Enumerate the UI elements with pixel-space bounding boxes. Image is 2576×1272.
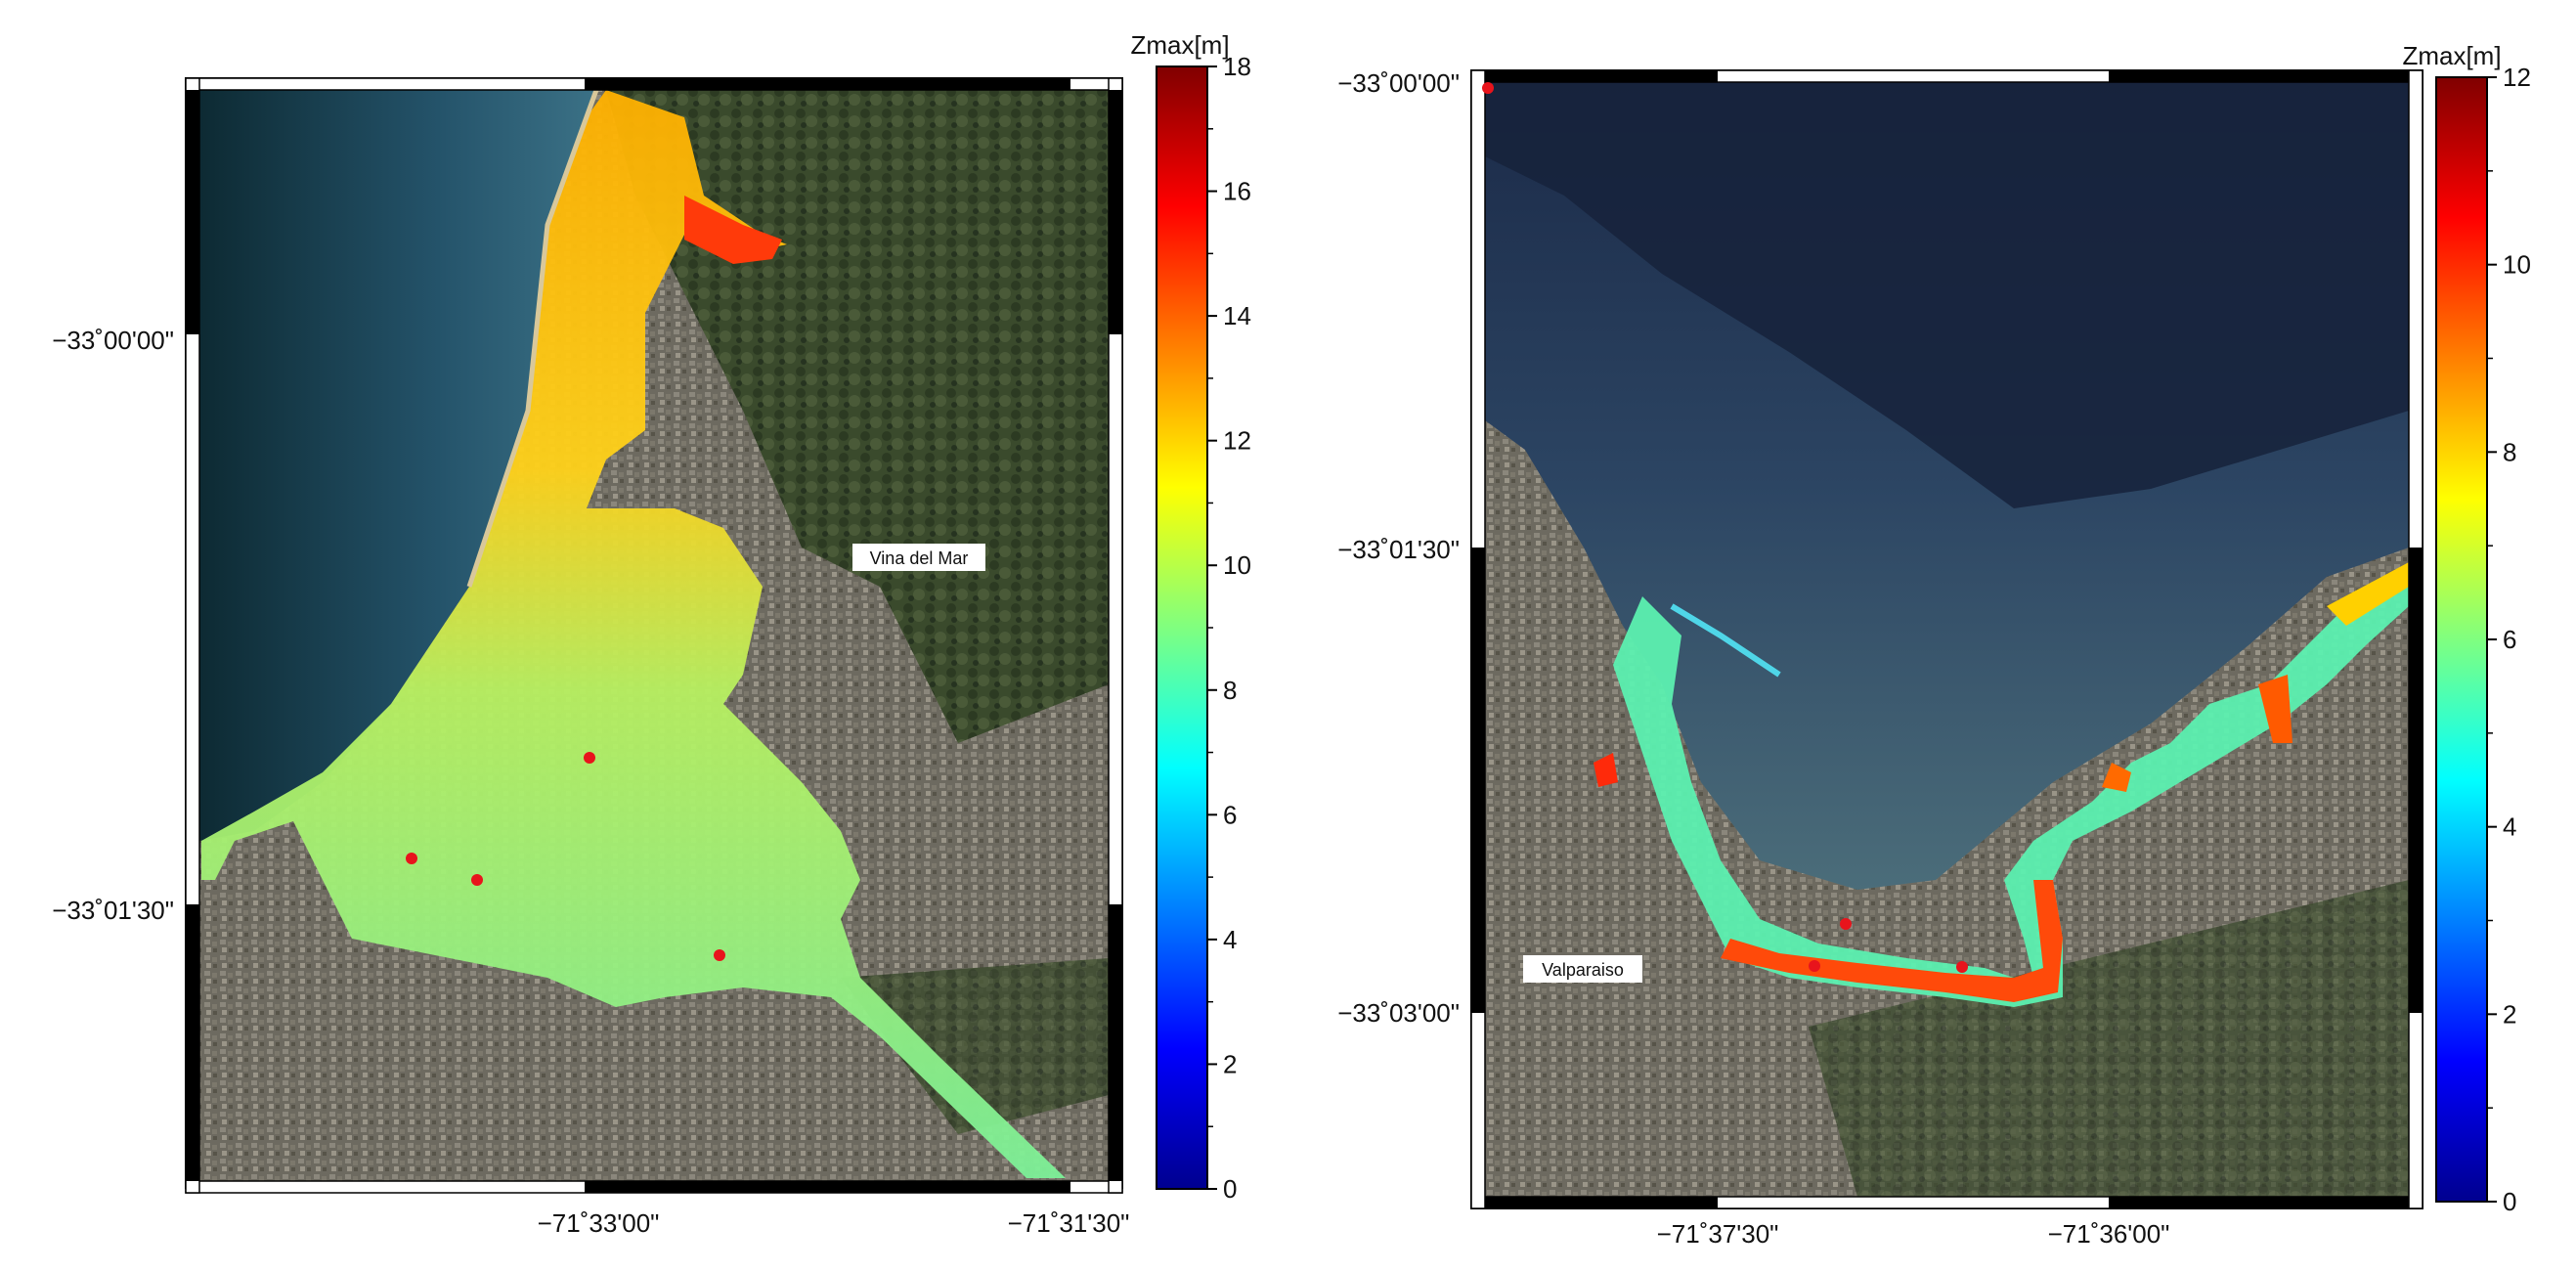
left-gauge-marker (471, 874, 483, 886)
right-gauge-marker (1840, 918, 1852, 930)
left-lon-label: −71˚31'30" (1008, 1208, 1130, 1238)
right-breakwater (1670, 603, 1781, 678)
left-colorbar-tick-label: 12 (1223, 426, 1251, 456)
left-colorbar-tick-label: 8 (1223, 676, 1237, 705)
left-lon-label: −71˚33'00" (538, 1208, 660, 1238)
right-map: Valparaiso −33˚00'00" −33˚01'30" −33˚03'… (1337, 41, 2531, 1249)
left-colorbar-tick-label: 14 (1223, 301, 1251, 330)
left-gauge-marker (714, 949, 725, 961)
left-colorbar (1156, 66, 1208, 1190)
left-gauge-marker (584, 752, 595, 764)
right-place-label: Valparaiso (1542, 960, 1624, 980)
left-basemap-sea (199, 90, 596, 841)
right-colorbar-title: Zmax[m] (2402, 41, 2501, 70)
left-colorbar-ticks: 0 2 4 6 8 10 12 14 16 18 (1207, 52, 1251, 1204)
right-lon-label: −71˚37'30" (1657, 1219, 1779, 1249)
right-colorbar-tick-label: 6 (2503, 625, 2516, 654)
right-colorbar-tick-label: 12 (2503, 63, 2531, 92)
left-place-label: Vina del Mar (870, 548, 969, 568)
right-colorbar-tick-label: 10 (2503, 250, 2531, 280)
left-colorbar-tick-label: 18 (1223, 52, 1251, 81)
left-place-label-box (852, 544, 985, 571)
right-lat-label: −33˚01'30" (1337, 535, 1460, 564)
left-colorbar-tick-label: 2 (1223, 1049, 1237, 1078)
right-frame-ticks (1470, 69, 2423, 1209)
left-inundation-field (201, 90, 1066, 1178)
right-colorbar-ticks: 0 2 4 6 8 10 12 (2487, 63, 2531, 1216)
left-map: Vina del Mar −33˚00'00" −33˚01'30" −71˚3… (52, 30, 1251, 1238)
left-lat-label: −33˚01'30" (52, 896, 174, 925)
right-colorbar-tick-label: 4 (2503, 812, 2516, 842)
left-frame-ticks (185, 77, 1123, 1194)
right-gauge-marker (1956, 961, 1968, 973)
left-colorbar-title: Zmax[m] (1130, 30, 1229, 60)
right-inundation-peak (1721, 880, 2063, 1002)
right-gauge-marker (1482, 82, 1494, 94)
right-colorbar-tick-label: 8 (2503, 437, 2516, 466)
right-basemap-hills (1809, 880, 2409, 1197)
left-colorbar-tick-label: 6 (1223, 800, 1237, 829)
left-lat-label: −33˚00'00" (52, 326, 174, 355)
left-colorbar-tick-label: 0 (1223, 1174, 1237, 1204)
right-lat-label: −33˚03'00" (1337, 998, 1460, 1028)
right-lat-label: −33˚00'00" (1337, 68, 1460, 98)
left-inundation-peak (684, 196, 782, 264)
left-colorbar-tick-label: 10 (1223, 550, 1251, 580)
right-colorbar (2435, 76, 2488, 1203)
right-place-label-box (1523, 955, 1642, 983)
right-lon-label: −71˚36'00" (2048, 1219, 2170, 1249)
right-colorbar-tick-label: 2 (2503, 999, 2516, 1029)
right-gauge-marker (1809, 960, 1820, 972)
left-gauge-marker (406, 853, 417, 864)
right-colorbar-tick-label: 0 (2503, 1187, 2516, 1216)
left-colorbar-tick-label: 16 (1223, 177, 1251, 206)
left-colorbar-tick-label: 4 (1223, 925, 1237, 954)
